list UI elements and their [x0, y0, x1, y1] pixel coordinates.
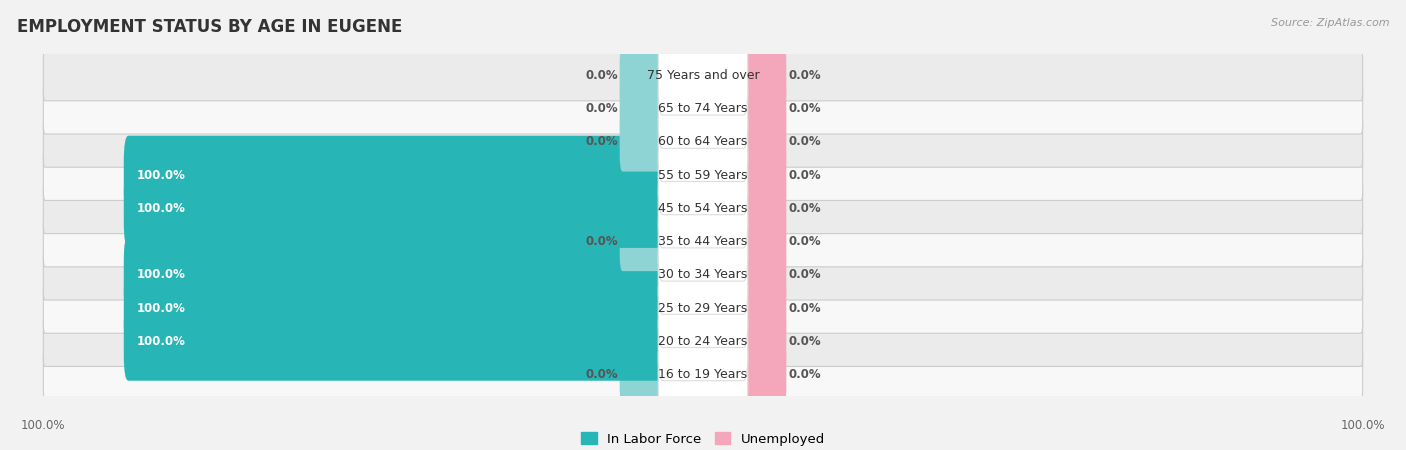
FancyBboxPatch shape	[124, 169, 668, 248]
FancyBboxPatch shape	[741, 46, 786, 105]
FancyBboxPatch shape	[620, 212, 665, 271]
FancyBboxPatch shape	[44, 250, 1362, 300]
Text: 0.0%: 0.0%	[585, 368, 619, 381]
Text: 0.0%: 0.0%	[585, 102, 619, 115]
Text: 0.0%: 0.0%	[585, 135, 619, 148]
Text: 100.0%: 100.0%	[136, 169, 186, 182]
Text: 65 to 74 Years: 65 to 74 Years	[658, 102, 748, 115]
Text: 0.0%: 0.0%	[787, 69, 821, 82]
FancyBboxPatch shape	[658, 169, 748, 248]
FancyBboxPatch shape	[741, 112, 786, 171]
Legend: In Labor Force, Unemployed: In Labor Force, Unemployed	[575, 427, 831, 450]
FancyBboxPatch shape	[620, 46, 665, 105]
Text: 0.0%: 0.0%	[585, 235, 619, 248]
Text: 100.0%: 100.0%	[136, 302, 186, 315]
Text: 0.0%: 0.0%	[585, 69, 619, 82]
FancyBboxPatch shape	[658, 202, 748, 281]
Text: EMPLOYMENT STATUS BY AGE IN EUGENE: EMPLOYMENT STATUS BY AGE IN EUGENE	[17, 18, 402, 36]
FancyBboxPatch shape	[741, 312, 786, 371]
FancyBboxPatch shape	[741, 245, 786, 304]
Text: 100.0%: 100.0%	[136, 335, 186, 348]
Text: 20 to 24 Years: 20 to 24 Years	[658, 335, 748, 348]
Text: 75 Years and over: 75 Years and over	[647, 69, 759, 82]
Text: 100.0%: 100.0%	[136, 202, 186, 215]
FancyBboxPatch shape	[124, 269, 668, 347]
FancyBboxPatch shape	[124, 235, 668, 314]
Text: 55 to 59 Years: 55 to 59 Years	[658, 169, 748, 182]
Text: 0.0%: 0.0%	[787, 202, 821, 215]
FancyBboxPatch shape	[658, 335, 748, 414]
Text: 45 to 54 Years: 45 to 54 Years	[658, 202, 748, 215]
Text: 16 to 19 Years: 16 to 19 Years	[658, 368, 748, 381]
FancyBboxPatch shape	[620, 79, 665, 138]
Text: 0.0%: 0.0%	[787, 169, 821, 182]
Text: 0.0%: 0.0%	[787, 268, 821, 281]
Text: 0.0%: 0.0%	[787, 368, 821, 381]
FancyBboxPatch shape	[44, 316, 1362, 366]
Text: 100.0%: 100.0%	[136, 268, 186, 281]
FancyBboxPatch shape	[741, 279, 786, 338]
FancyBboxPatch shape	[741, 179, 786, 238]
FancyBboxPatch shape	[620, 112, 665, 171]
FancyBboxPatch shape	[44, 216, 1362, 267]
FancyBboxPatch shape	[741, 212, 786, 271]
Text: 0.0%: 0.0%	[787, 235, 821, 248]
FancyBboxPatch shape	[44, 117, 1362, 167]
FancyBboxPatch shape	[658, 269, 748, 347]
Text: 0.0%: 0.0%	[787, 135, 821, 148]
FancyBboxPatch shape	[741, 146, 786, 205]
FancyBboxPatch shape	[658, 302, 748, 381]
Text: 25 to 29 Years: 25 to 29 Years	[658, 302, 748, 315]
FancyBboxPatch shape	[741, 79, 786, 138]
Text: Source: ZipAtlas.com: Source: ZipAtlas.com	[1271, 18, 1389, 28]
Text: 0.0%: 0.0%	[787, 335, 821, 348]
FancyBboxPatch shape	[44, 283, 1362, 333]
FancyBboxPatch shape	[124, 136, 668, 215]
FancyBboxPatch shape	[620, 345, 665, 404]
FancyBboxPatch shape	[44, 50, 1362, 101]
Text: 0.0%: 0.0%	[787, 102, 821, 115]
Text: 60 to 64 Years: 60 to 64 Years	[658, 135, 748, 148]
Text: 100.0%: 100.0%	[1340, 419, 1385, 432]
FancyBboxPatch shape	[44, 84, 1362, 134]
FancyBboxPatch shape	[124, 302, 668, 381]
FancyBboxPatch shape	[44, 150, 1362, 200]
Text: 30 to 34 Years: 30 to 34 Years	[658, 268, 748, 281]
FancyBboxPatch shape	[658, 136, 748, 215]
Text: 100.0%: 100.0%	[21, 419, 66, 432]
Text: 35 to 44 Years: 35 to 44 Years	[658, 235, 748, 248]
FancyBboxPatch shape	[658, 36, 748, 115]
Text: 0.0%: 0.0%	[787, 302, 821, 315]
FancyBboxPatch shape	[658, 235, 748, 314]
FancyBboxPatch shape	[44, 349, 1362, 400]
FancyBboxPatch shape	[658, 103, 748, 181]
FancyBboxPatch shape	[658, 69, 748, 148]
FancyBboxPatch shape	[741, 345, 786, 404]
FancyBboxPatch shape	[44, 183, 1362, 234]
